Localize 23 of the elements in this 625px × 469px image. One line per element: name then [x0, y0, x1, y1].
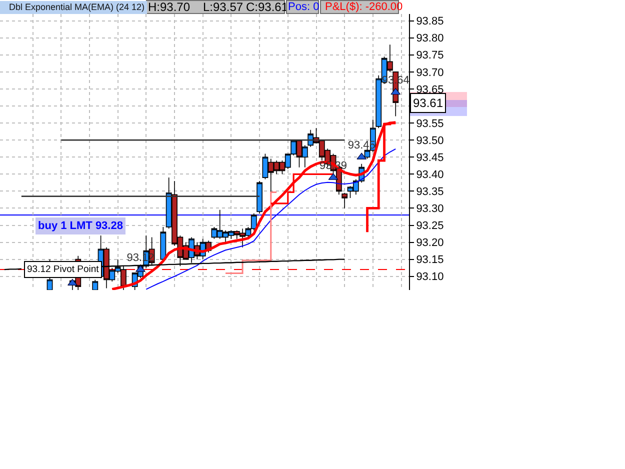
y-tick-label: 93.65 [416, 84, 444, 96]
y-tick-label: 93.15 [416, 254, 444, 266]
ref-line-label: 93.12 Pivot Point [27, 264, 100, 275]
quote-field: H:93.70 L:93.57 C:93.61 [146, 0, 285, 14]
y-tick-label: 93.70 [416, 66, 444, 79]
y-tick-label: 93.20 [416, 237, 444, 250]
position-field: Pos: 0 [286, 0, 319, 14]
y-tick-label: 93.85 [416, 16, 444, 28]
y-tick-label: 93.75 [416, 50, 444, 62]
annotation: H:93.70 [148, 0, 190, 14]
annotation: L:93.57 [203, 0, 244, 14]
y-tick-label: 93.80 [416, 32, 444, 45]
y-tick-label: 93.35 [416, 186, 444, 198]
y-tick-label: 93.25 [416, 220, 444, 232]
y-tick-label: 93.50 [416, 134, 444, 147]
y-tick-label: 93.55 [416, 118, 444, 130]
annotation: 93.61 [413, 96, 444, 110]
y-tick-label: 93.30 [416, 203, 444, 216]
y-tick-label: 93.45 [416, 152, 444, 164]
y-tick-label: 93.10 [416, 271, 444, 284]
y-tick-label: 93.40 [416, 169, 444, 181]
chart-title: Dbl Exponential MA(EMA) (24 12) [0, 1, 147, 14]
ref-line-label: buy 1 LMT 93.28 [38, 220, 123, 232]
